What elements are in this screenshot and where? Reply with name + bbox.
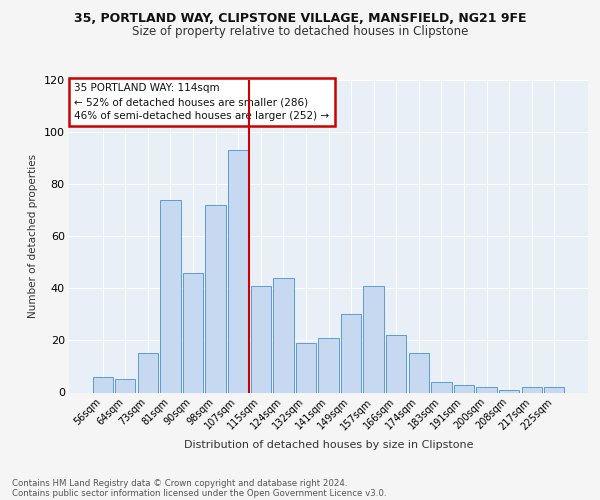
Bar (296, 343, 316, 392)
Bar (319, 338, 338, 392)
Bar (431, 382, 452, 392)
Bar (205, 205, 226, 392)
Text: 35 PORTLAND WAY: 114sqm
← 52% of detached houses are smaller (286)
46% of semi-d: 35 PORTLAND WAY: 114sqm ← 52% of detache… (74, 83, 329, 121)
Bar (251, 286, 271, 393)
Bar (160, 200, 181, 392)
Bar (364, 286, 384, 393)
Bar (115, 380, 136, 392)
Bar (92, 377, 113, 392)
Text: Contains HM Land Registry data © Crown copyright and database right 2024.: Contains HM Land Registry data © Crown c… (12, 478, 347, 488)
Bar (544, 388, 565, 392)
Text: Size of property relative to detached houses in Clipstone: Size of property relative to detached ho… (132, 25, 468, 38)
Bar (386, 335, 406, 392)
Text: Contains public sector information licensed under the Open Government Licence v3: Contains public sector information licen… (12, 488, 386, 498)
Bar (521, 388, 542, 392)
Text: 35, PORTLAND WAY, CLIPSTONE VILLAGE, MANSFIELD, NG21 9FE: 35, PORTLAND WAY, CLIPSTONE VILLAGE, MAN… (74, 12, 526, 26)
Bar (409, 354, 429, 393)
Bar (341, 314, 361, 392)
Bar (183, 272, 203, 392)
Bar (499, 390, 519, 392)
Bar (476, 388, 497, 392)
Bar (454, 384, 474, 392)
X-axis label: Distribution of detached houses by size in Clipstone: Distribution of detached houses by size … (184, 440, 473, 450)
Bar (138, 354, 158, 393)
Bar (228, 150, 248, 392)
Y-axis label: Number of detached properties: Number of detached properties (28, 154, 38, 318)
Bar (273, 278, 293, 392)
